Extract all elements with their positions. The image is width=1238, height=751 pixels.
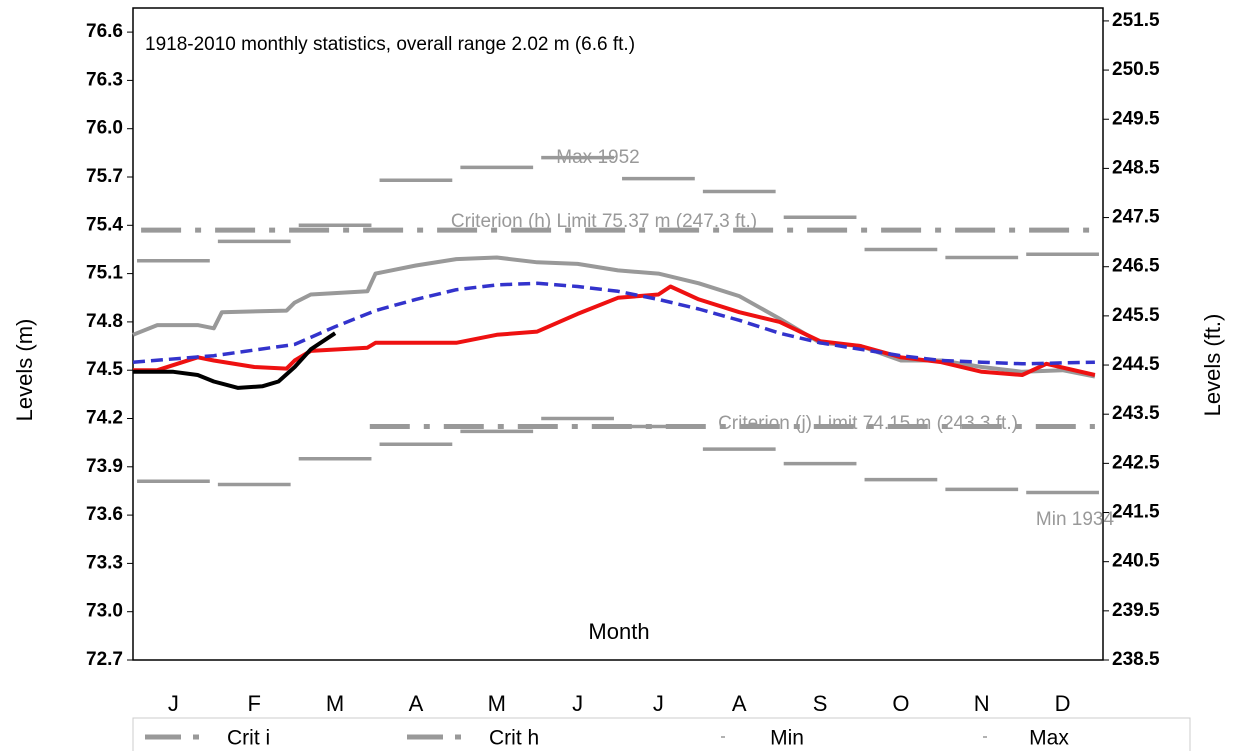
x-tick-label: J <box>168 691 179 716</box>
y-tick-label: 74.8 <box>86 311 123 332</box>
legend-label: Max <box>1029 727 1069 750</box>
y-tick-label: 75.4 <box>86 214 123 235</box>
y-tick-label: 73.9 <box>86 456 123 477</box>
x-axis-label: Month <box>588 619 649 644</box>
y2-tick-label: 249.5 <box>1112 108 1160 129</box>
legend-label: Crit h <box>489 727 539 750</box>
y2-tick-label: 248.5 <box>1112 157 1160 178</box>
legend-label: Min <box>770 727 804 750</box>
x-tick-label: A <box>409 691 424 716</box>
y2-tick-label: 244.5 <box>1112 354 1160 375</box>
y2-tick-label: 242.5 <box>1112 452 1160 473</box>
x-tick-label: D <box>1055 691 1071 716</box>
y2-tick-label: 243.5 <box>1112 403 1160 424</box>
y2-tick-label: 247.5 <box>1112 207 1160 228</box>
plot-frame <box>132 7 1104 661</box>
x-tick-label: J <box>572 691 583 716</box>
x-tick-label: S <box>813 691 828 716</box>
series-line <box>132 255 1096 379</box>
y2-tick-label: 239.5 <box>1112 600 1160 621</box>
annotation: Criterion (h) Limit 75.37 m (247.3 ft.) <box>451 211 757 232</box>
y2-tick-label: 250.5 <box>1112 59 1160 80</box>
x-tick-label: M <box>488 691 506 716</box>
annotation: 1918-2010 monthly statistics, overall ra… <box>145 34 635 55</box>
annotation: Criterion (j) Limit 74.15 m (243.3 ft.) <box>718 413 1018 434</box>
y-tick-label: 74.5 <box>86 359 123 380</box>
legend-box <box>132 717 1191 751</box>
y2-tick-label: 245.5 <box>1112 305 1160 326</box>
y-tick-label: 76.6 <box>86 21 123 42</box>
x-tick-label: N <box>974 691 990 716</box>
x-tick-label: O <box>892 691 909 716</box>
y2-tick-label: 251.5 <box>1112 10 1160 31</box>
annotation: Min 1934 <box>1036 509 1115 530</box>
y-tick-label: 76.0 <box>86 118 123 139</box>
y2-tick-label: 240.5 <box>1112 551 1160 572</box>
y-tick-label: 73.0 <box>86 601 123 622</box>
y2-axis-label: Levels (ft.) <box>1200 314 1225 417</box>
x-tick-label: A <box>732 691 747 716</box>
y-tick-label: 74.2 <box>86 408 123 429</box>
x-tick-label: J <box>653 691 664 716</box>
x-tick-label: F <box>248 691 261 716</box>
y-tick-label: 72.7 <box>86 649 123 670</box>
series-line <box>133 331 337 390</box>
x-tick-label: M <box>326 691 344 716</box>
y-tick-label: 73.3 <box>86 552 123 573</box>
y-axis-label: Levels (m) <box>12 319 37 422</box>
y2-tick-label: 246.5 <box>1112 256 1160 277</box>
series-line <box>133 284 1096 377</box>
y-tick-label: 76.3 <box>86 69 123 90</box>
y2-tick-label: 238.5 <box>1112 649 1160 670</box>
y-tick-label: 75.7 <box>86 166 123 187</box>
legend-label: Crit i <box>227 727 270 750</box>
y2-tick-label: 241.5 <box>1112 502 1160 523</box>
series-line <box>132 281 1095 366</box>
y-tick-label: 75.1 <box>86 263 123 284</box>
y-tick-label: 73.6 <box>86 504 123 525</box>
